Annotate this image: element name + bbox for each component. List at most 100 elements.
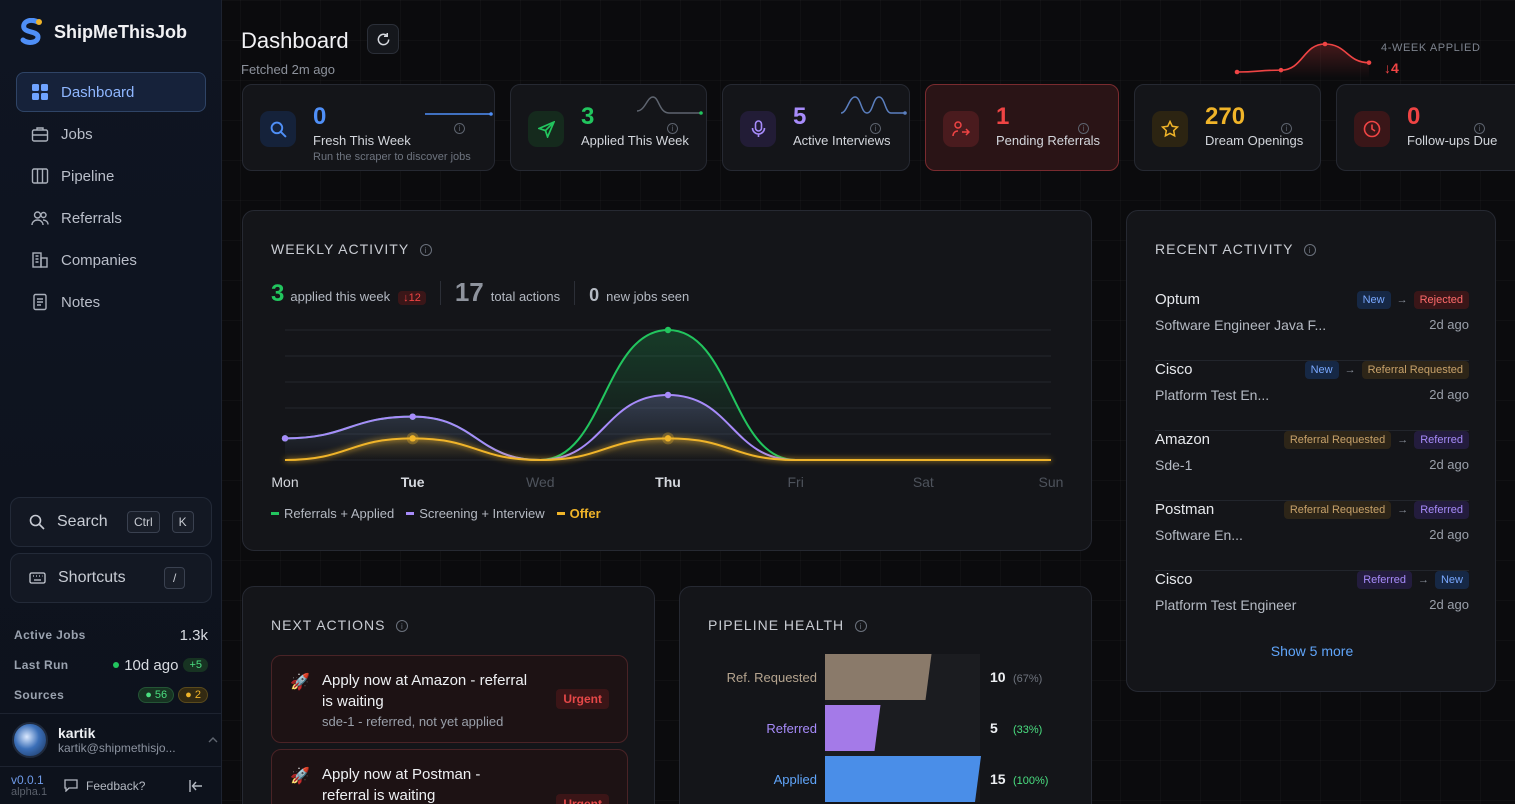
- columns-icon: [31, 168, 49, 184]
- action-subtext: sde-1 - referred, not yet applied: [322, 714, 504, 729]
- x-tick-label: Sun: [1039, 474, 1064, 490]
- keyboard-icon: [29, 572, 46, 584]
- panel-title: WEEKLY ACTIVITY i: [271, 241, 432, 257]
- x-tick-label: Mon: [271, 474, 298, 490]
- kpi-label: Dream Openings: [1205, 133, 1304, 148]
- logo-icon: [20, 18, 42, 45]
- info-icon[interactable]: i: [1474, 123, 1485, 134]
- kpi-value: 270: [1205, 103, 1246, 130]
- activity-time: 2d ago: [1429, 597, 1469, 612]
- show-more-link[interactable]: Show 5 more: [1270, 643, 1354, 659]
- kpi-pending-referrals[interactable]: 1 Pending Referrals i: [925, 84, 1119, 171]
- x-tick-label: Thu: [655, 474, 681, 490]
- kpi-value: 3: [581, 103, 595, 130]
- sidebar-item-referrals[interactable]: Referrals: [16, 198, 206, 238]
- sparkline-point: [1234, 69, 1240, 75]
- search-button[interactable]: Search Ctrl K: [10, 497, 212, 547]
- sidebar-item-dashboard[interactable]: Dashboard: [16, 72, 206, 112]
- data-point: [409, 435, 416, 442]
- user-info: kartik kartik@shipmethisjo...: [58, 725, 198, 755]
- action-text: Apply now at Postman - referral is waiti…: [322, 766, 481, 804]
- info-icon[interactable]: i: [667, 123, 678, 134]
- sidebar-item-companies[interactable]: Companies: [16, 240, 206, 280]
- status-to-badge: Referred: [1414, 501, 1469, 519]
- kpi-follow-ups-due[interactable]: 0 Follow-ups Due i: [1336, 84, 1515, 171]
- status-to-badge: Referral Requested: [1361, 361, 1469, 379]
- x-tick-label: Tue: [401, 474, 425, 490]
- kpi-active-interviews[interactable]: 5 Active Interviews i: [722, 84, 910, 171]
- info-icon[interactable]: i: [1078, 123, 1089, 134]
- funnel-label: Applied: [774, 772, 817, 787]
- next-actions-panel: NEXT ACTIONS i 🚀 Apply now at Amazon - r…: [242, 586, 655, 804]
- sources-label: Sources: [14, 688, 65, 702]
- activity-role: Software Engineer Java F...: [1155, 317, 1327, 333]
- kpi-label: Active Interviews: [793, 133, 891, 148]
- fetched-timestamp: Fetched 2m ago: [241, 62, 335, 77]
- status-transition: Referred → New: [1357, 571, 1469, 589]
- kpi-fresh-this-week[interactable]: 0 Fresh This Week Run the scraper to dis…: [242, 84, 495, 171]
- rocket-icon: 🚀: [290, 768, 310, 785]
- sidebar-item-jobs[interactable]: Jobs: [16, 114, 206, 154]
- info-icon[interactable]: i: [1304, 244, 1317, 256]
- kbd-slash: /: [164, 567, 186, 589]
- status-from-badge: New: [1304, 361, 1339, 379]
- info-icon[interactable]: i: [1281, 123, 1292, 134]
- activity-company: Optum: [1155, 291, 1201, 308]
- sparkline-point: [1278, 67, 1284, 73]
- last-run-label: Last Run: [14, 658, 69, 672]
- refresh-icon: [377, 32, 389, 45]
- recent-activity-item[interactable]: Optum New → Rejected Software Engineer Java …: [1155, 291, 1469, 361]
- info-icon[interactable]: i: [419, 244, 432, 256]
- shortcuts-button[interactable]: Shortcuts /: [10, 553, 212, 603]
- series-area-3: [285, 438, 1051, 460]
- kpi-label: Applied This Week: [581, 133, 689, 148]
- recent-activity-item[interactable]: Cisco Referred → New Platform Test Engineer 2…: [1155, 571, 1469, 641]
- feedback-button[interactable]: Feedback?: [64, 779, 174, 793]
- briefcase-icon: [31, 127, 49, 142]
- kpi-label: Follow-ups Due: [1407, 133, 1498, 148]
- legend-item-screening-interview[interactable]: Screening + Interview: [406, 506, 545, 521]
- recent-activity-item[interactable]: Cisco New → Referral Requested Platform Test…: [1155, 361, 1469, 431]
- info-icon[interactable]: i: [396, 620, 409, 632]
- refresh-button[interactable]: [367, 24, 399, 54]
- info-icon[interactable]: i: [870, 123, 881, 134]
- recent-activity-item[interactable]: Postman Referral Requested → Referred Softwa…: [1155, 501, 1469, 571]
- note-icon: [33, 293, 47, 311]
- clock-icon: [1363, 120, 1381, 138]
- funnel-percent: (67%): [1013, 673, 1042, 685]
- chart-legend: Referrals + Applied Screening + Intervie…: [271, 506, 601, 521]
- status-from-badge: New: [1356, 291, 1391, 309]
- data-point: [664, 326, 672, 334]
- legend-item-offer[interactable]: Offer: [556, 506, 601, 521]
- kpi-icon-box: [1354, 111, 1390, 147]
- sidebar-stats: Active Jobs 1.3k Last Run 10d ago +5 Sou…: [14, 620, 208, 710]
- recent-activity-item[interactable]: Amazon Referral Requested → Referred Sde-1 2d…: [1155, 431, 1469, 501]
- info-icon[interactable]: i: [454, 123, 465, 134]
- applied-label: applied this week: [290, 289, 391, 304]
- info-icon[interactable]: i: [855, 620, 868, 632]
- urgent-badge: Urgent: [556, 794, 609, 804]
- user-menu[interactable]: kartik kartik@shipmethisjo...: [0, 713, 222, 765]
- collapse-sidebar-icon[interactable]: [188, 779, 204, 793]
- kpi-label: Fresh This Week: [313, 133, 411, 148]
- activity-time: 2d ago: [1429, 527, 1469, 542]
- kpi-value: 5: [793, 103, 807, 130]
- sidebar-item-label: Referrals: [61, 209, 122, 227]
- sidebar-item-notes[interactable]: Notes: [16, 282, 206, 322]
- arrow-right-icon: →: [1397, 504, 1409, 516]
- kpi-applied-this-week[interactable]: 3 Applied This Week i: [510, 84, 707, 171]
- kpi-dream-openings[interactable]: 270 Dream Openings i: [1134, 84, 1321, 171]
- sidebar-item-pipeline[interactable]: Pipeline: [16, 156, 206, 196]
- data-point: [664, 435, 672, 442]
- search-icon: [29, 514, 45, 530]
- four-week-sparkline: [1234, 41, 1372, 78]
- next-action-item[interactable]: 🚀 Apply now at Postman - referral is wai…: [271, 749, 628, 804]
- brand[interactable]: ShipMeThisJob: [18, 18, 187, 46]
- sidebar-item-label: Jobs: [61, 125, 93, 143]
- legend-item-referrals-applied[interactable]: Referrals + Applied: [271, 506, 394, 521]
- next-action-item[interactable]: 🚀 Apply now at Amazon - referral is wait…: [271, 655, 628, 743]
- chevron-up-icon: [208, 736, 218, 742]
- kpi-value: 0: [313, 103, 327, 130]
- arrow-right-icon: →: [1417, 574, 1429, 586]
- panel-title: RECENT ACTIVITY i: [1155, 241, 1317, 257]
